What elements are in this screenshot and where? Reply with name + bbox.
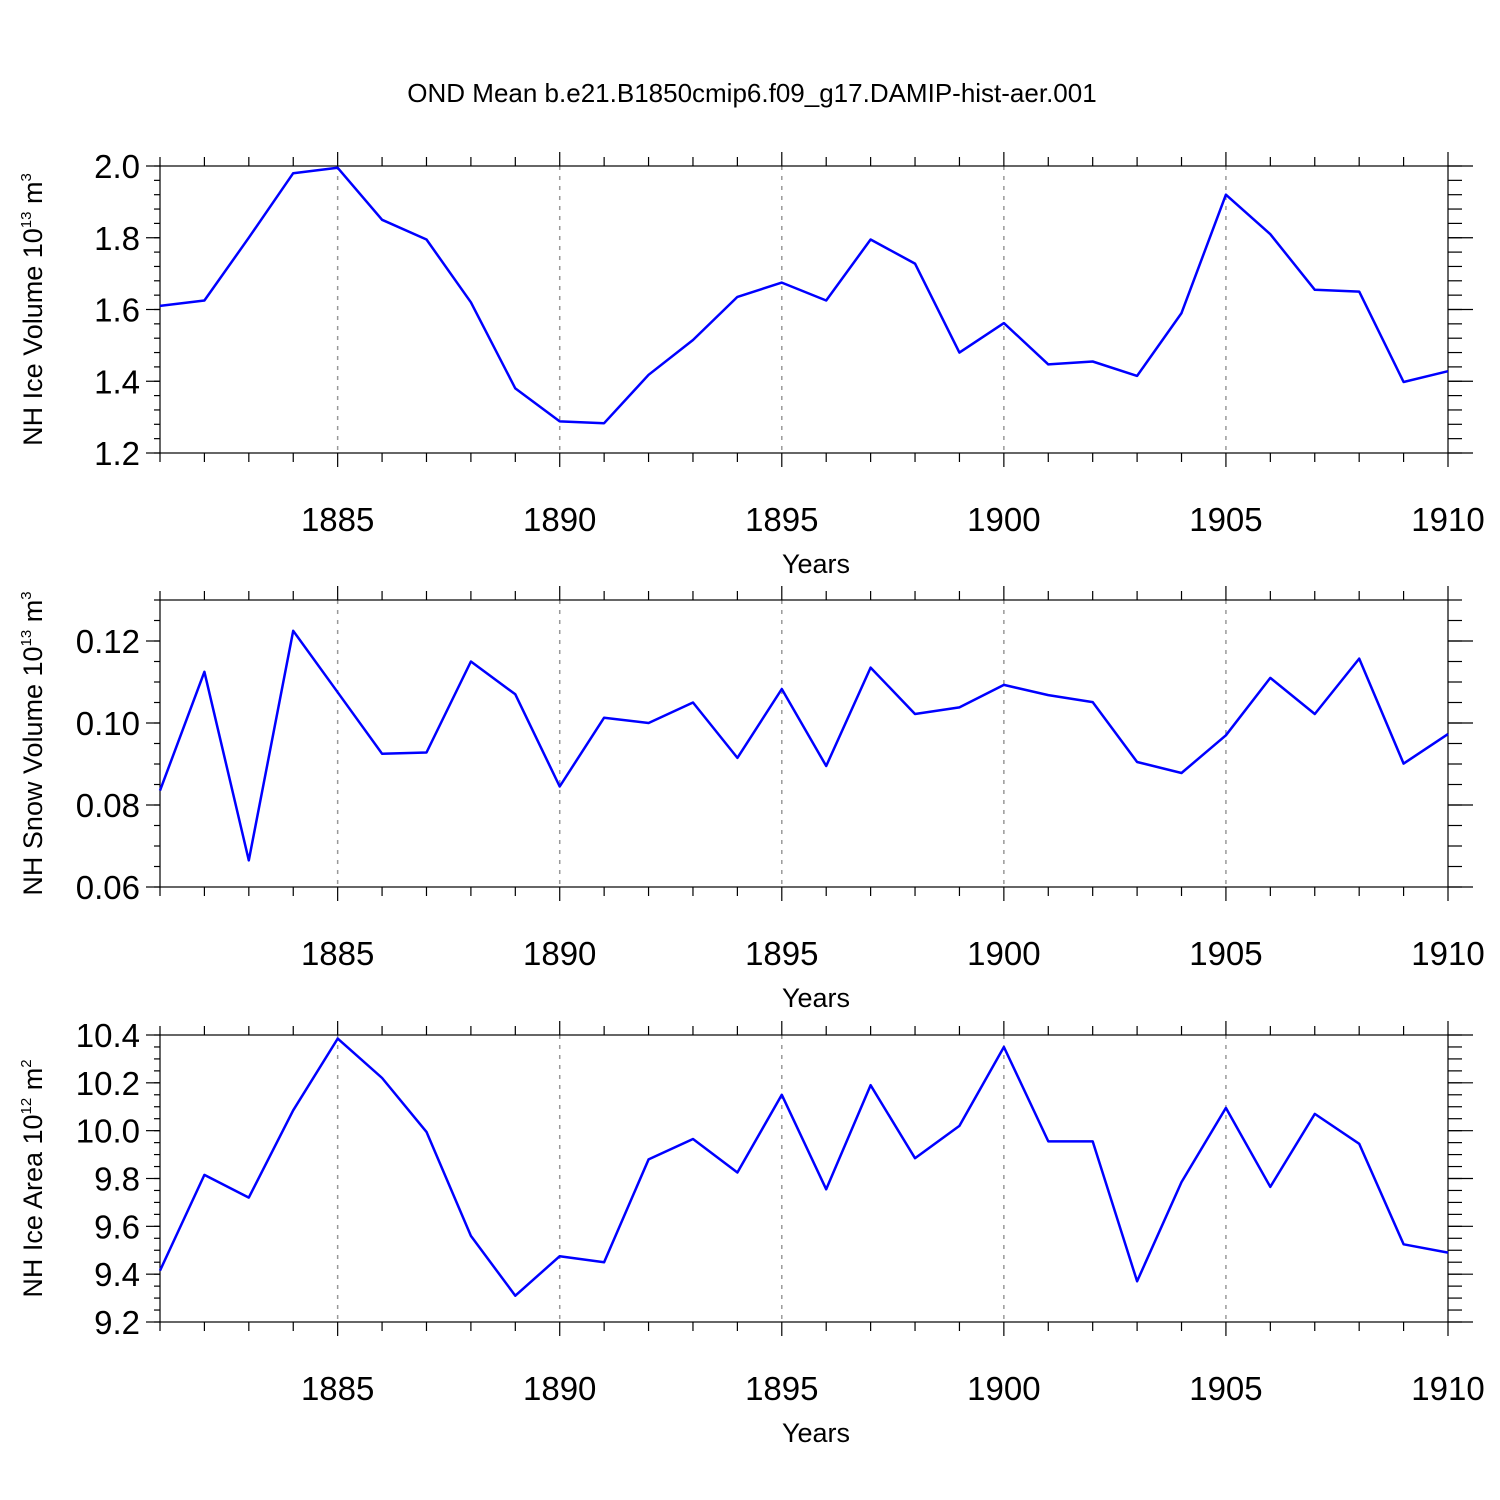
series-line: [158, 1037, 1449, 1297]
y-tick-label: 2.0: [94, 148, 140, 185]
y-tick-label: 0.06: [76, 869, 140, 906]
x-tick-label: 1890: [523, 1370, 596, 1407]
y-tick-label: 9.4: [94, 1256, 140, 1293]
x-tick-label: 1910: [1411, 935, 1484, 972]
x-tick-label: 1900: [967, 501, 1040, 538]
y-tick-label: 10.0: [76, 1113, 140, 1150]
x-tick-label: 1885: [301, 501, 374, 538]
y-axis-title: NH Ice Volume 1013 m3: [18, 173, 48, 446]
chart-panel-2: 0.06 0.08 0.10 0.12 1885 1890 1895 1900 1905 1910…: [18, 586, 1485, 1013]
y-tick-label: 10.2: [76, 1065, 140, 1102]
x-tick-label: 1900: [967, 935, 1040, 972]
series-line: [159, 166, 1449, 425]
x-tick-label: 1910: [1411, 501, 1484, 538]
y-tick-label: 1.4: [94, 363, 140, 400]
x-tick-label: 1900: [967, 1370, 1040, 1407]
x-tick-label: 1905: [1189, 501, 1262, 538]
y-tick-label: 0.08: [76, 787, 140, 824]
y-tick-label: 0.12: [76, 623, 140, 660]
x-tick-label: 1890: [523, 501, 596, 538]
x-axis-title: Years: [782, 1418, 850, 1448]
series-line: [158, 629, 1449, 862]
x-tick-label: 1895: [745, 501, 818, 538]
x-tick-label: 1905: [1189, 935, 1262, 972]
x-tick-label: 1885: [301, 1370, 374, 1407]
x-tick-label: 1890: [523, 935, 596, 972]
y-tick-label: 10.4: [76, 1017, 140, 1054]
chart-panel-1: 1.2 1.4 1.6 1.8 2.0 1885 1890 1895 1900 1905 1910 Y…: [18, 148, 1485, 579]
y-tick-label: 1.8: [94, 220, 140, 257]
x-axis-title: Years: [782, 983, 850, 1013]
x-tick-label: 1885: [301, 935, 374, 972]
y-tick-label: 1.2: [94, 435, 140, 472]
x-tick-label: 1910: [1411, 1370, 1484, 1407]
x-tick-label: 1895: [745, 1370, 818, 1407]
chart-title: OND Mean b.e21.B1850cmip6.f09_g17.DAMIP-…: [407, 78, 1096, 108]
y-axis-title: NH Snow Volume 1013 m3: [18, 591, 48, 895]
y-tick-label: 0.10: [76, 705, 140, 742]
y-tick-label: 9.8: [94, 1161, 140, 1198]
chart-panel-3: 9.2 9.4 9.6 9.8 10.0 10.2 10.4 1885 1890 1895 1900…: [18, 1017, 1485, 1448]
y-tick-label: 1.6: [94, 292, 140, 329]
y-axis-title: NH Ice Area 1012 m2: [18, 1059, 48, 1297]
x-tick-label: 1895: [745, 935, 818, 972]
y-tick-label: 9.6: [94, 1208, 140, 1245]
chart-panels: 1.2 1.4 1.6 1.8 2.0 1885 1890 1895 1900 1905 1910 Y…: [18, 148, 1485, 1448]
x-tick-label: 1905: [1189, 1370, 1262, 1407]
y-tick-label: 9.2: [94, 1304, 140, 1341]
x-axis-title: Years: [782, 549, 850, 579]
